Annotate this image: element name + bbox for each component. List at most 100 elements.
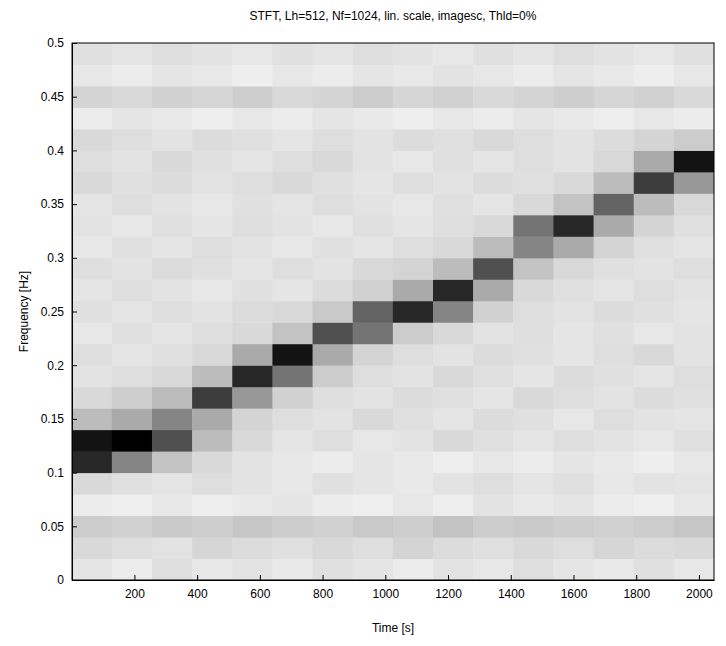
- y-axis: 00.050.10.150.20.250.30.350.40.450.5: [41, 36, 77, 587]
- heatmap-cell: [272, 344, 313, 366]
- heatmap-cell: [473, 473, 514, 495]
- heatmap-cell: [513, 236, 554, 258]
- y-tick: 0.2: [47, 359, 77, 373]
- plot-background: [72, 43, 714, 580]
- heatmap-cell: [192, 107, 233, 129]
- heatmap-cell: [433, 473, 474, 495]
- heatmap-cell: [393, 301, 434, 323]
- heatmap-cell: [152, 559, 193, 580]
- heatmap-cell: [152, 64, 193, 86]
- heatmap-cell: [634, 473, 675, 495]
- heatmap-cell: [313, 279, 354, 301]
- heatmap-cell: [433, 193, 474, 215]
- heatmap-cell: [313, 129, 354, 151]
- heatmap-cell: [353, 43, 394, 65]
- heatmap-cell: [152, 150, 193, 172]
- y-tick: 0.3: [47, 251, 77, 265]
- x-axis-line: [73, 580, 715, 581]
- heatmap-cell: [594, 107, 635, 129]
- heatmap-cell: [112, 322, 153, 344]
- heatmap-cell: [112, 537, 153, 559]
- y-tick-label: 0.25: [41, 305, 65, 319]
- heatmap-cell: [594, 430, 635, 452]
- heatmap-cell: [313, 193, 354, 215]
- heatmap-cell: [513, 451, 554, 473]
- heatmap-cell: [674, 258, 714, 280]
- heatmap-cell: [553, 344, 594, 366]
- heatmap-cell: [152, 451, 193, 473]
- x-tick-label: 400: [188, 587, 208, 601]
- x-tick-mark: [511, 575, 512, 580]
- heatmap-cell: [353, 193, 394, 215]
- heatmap-cell: [313, 215, 354, 237]
- y-tick-mark: [72, 312, 77, 313]
- heatmap-cell: [513, 193, 554, 215]
- x-tick: 600: [250, 575, 270, 601]
- heatmap-cell: [634, 107, 675, 129]
- heatmap-cell: [112, 344, 153, 366]
- y-axis-title: Frequency [Hz]: [17, 271, 31, 352]
- heatmap-cell: [152, 279, 193, 301]
- heatmap-cell: [433, 279, 474, 301]
- heatmap-cell: [72, 129, 112, 151]
- x-tick-mark: [197, 575, 198, 580]
- heatmap-cell: [513, 494, 554, 516]
- heatmap-cell: [272, 43, 313, 65]
- heatmap-cell: [634, 43, 675, 65]
- heatmap-cell: [192, 236, 233, 258]
- heatmap-cell: [112, 387, 153, 409]
- heatmap-cell: [674, 322, 714, 344]
- heatmap-cell: [634, 451, 675, 473]
- heatmap-cell: [634, 215, 675, 237]
- heatmap-cell: [72, 43, 112, 65]
- heatmap-cell: [112, 365, 153, 387]
- heatmap-cell: [513, 258, 554, 280]
- y-tick-mark: [72, 258, 77, 259]
- y-tick-mark: [72, 150, 77, 151]
- heatmap-cell: [473, 387, 514, 409]
- heatmap-cell: [232, 559, 273, 580]
- heatmap-cell: [473, 344, 514, 366]
- heatmap-cell: [192, 365, 233, 387]
- heatmap-cell: [152, 537, 193, 559]
- heatmap-cell: [353, 215, 394, 237]
- heatmap-cell: [72, 387, 112, 409]
- heatmap-cell: [192, 473, 233, 495]
- heatmap-cell: [594, 451, 635, 473]
- heatmap-cell: [353, 279, 394, 301]
- heatmap-cell: [192, 494, 233, 516]
- heatmap-cell: [674, 344, 714, 366]
- heatmap-cell: [192, 258, 233, 280]
- heatmap-cell: [473, 150, 514, 172]
- heatmap-cell: [594, 301, 635, 323]
- heatmap-cell: [72, 86, 112, 108]
- heatmap-cell: [674, 129, 714, 151]
- heatmap-cell: [473, 516, 514, 538]
- heatmap-cell: [152, 430, 193, 452]
- heatmap-cell: [232, 172, 273, 194]
- heatmap-cell: [553, 172, 594, 194]
- heatmap-cell: [473, 215, 514, 237]
- heatmap-cell: [72, 279, 112, 301]
- heatmap-cell: [313, 494, 354, 516]
- heatmap-cell: [433, 43, 474, 65]
- heatmap-cell: [192, 322, 233, 344]
- heatmap-cell: [594, 129, 635, 151]
- x-tick-label: 2000: [686, 587, 713, 601]
- heatmap-cell: [634, 559, 675, 580]
- heatmap-cell: [674, 473, 714, 495]
- heatmap-cell: [232, 387, 273, 409]
- y-tick-label: 0.2: [47, 359, 64, 373]
- heatmap-cell: [313, 150, 354, 172]
- heatmap-cell: [473, 279, 514, 301]
- y-tick-label: 0.45: [41, 90, 65, 104]
- heatmap-cell: [353, 408, 394, 430]
- heatmap-cell: [473, 172, 514, 194]
- x-tick: 800: [313, 575, 333, 601]
- heatmap-cell: [272, 129, 313, 151]
- heatmap-cell: [433, 150, 474, 172]
- heatmap-cell: [232, 537, 273, 559]
- y-tick: 0.45: [41, 90, 77, 104]
- heatmap-cell: [232, 215, 273, 237]
- heatmap-cell: [232, 516, 273, 538]
